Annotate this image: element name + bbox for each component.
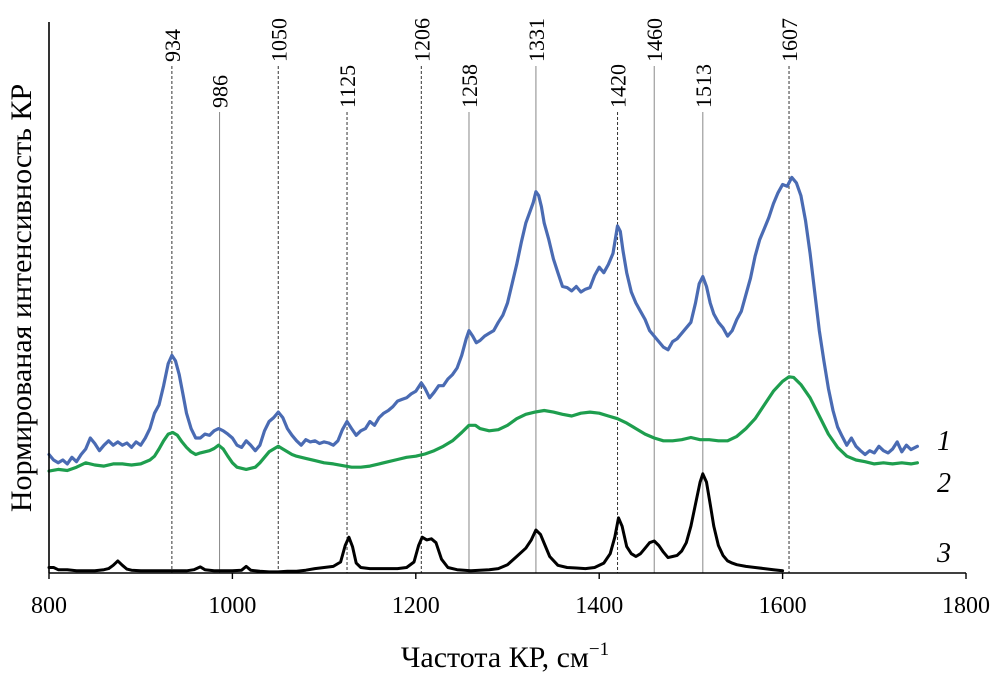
peak-label-1607: 1607 [777, 18, 802, 62]
peak-label-986: 986 [208, 75, 233, 108]
peak-label-1258: 1258 [457, 64, 482, 108]
x-ticks: 800 1000 1200 1400 1600 1800 [31, 573, 990, 619]
series-line-1 [47, 175, 919, 466]
peak-label-1125: 1125 [335, 65, 360, 108]
x-tick-label-1800: 1800 [942, 593, 990, 619]
series-line-3 [47, 472, 785, 574]
peak-label-1331: 1331 [524, 18, 549, 62]
series-label-2: 2 [937, 468, 951, 499]
peak-label-1513: 1513 [691, 64, 716, 108]
peak-label-1460: 1460 [642, 18, 667, 62]
x-tick-label-1200: 1200 [392, 593, 440, 619]
series-label-1: 1 [937, 426, 951, 457]
spectrum-series [47, 175, 919, 574]
series-label-3: 3 [936, 538, 951, 569]
x-tick-label-1600: 1600 [759, 593, 807, 619]
x-tick-label-800: 800 [31, 593, 67, 619]
x-tick-label-1000: 1000 [208, 593, 256, 619]
x-axis-title: Частота КР, см−1 [401, 639, 609, 674]
y-axis-title: Нормированая интенсивность КР [5, 84, 38, 512]
peak-markers: 934 986 1050 1125 1206 1258 1331 1420 1460 1513 16… [160, 18, 802, 573]
peak-label-1206: 1206 [409, 18, 434, 62]
x-tick-label-1400: 1400 [575, 593, 623, 619]
axes [48, 22, 966, 574]
series-labels: 1 2 3 [936, 426, 951, 569]
peak-label-934: 934 [160, 29, 185, 62]
x-axis-title-text: Частота КР, см [401, 641, 589, 674]
series-line-2 [47, 375, 919, 473]
peak-label-1050: 1050 [266, 18, 291, 62]
peak-label-1420: 1420 [606, 64, 631, 108]
x-axis-title-sup: −1 [589, 639, 609, 660]
